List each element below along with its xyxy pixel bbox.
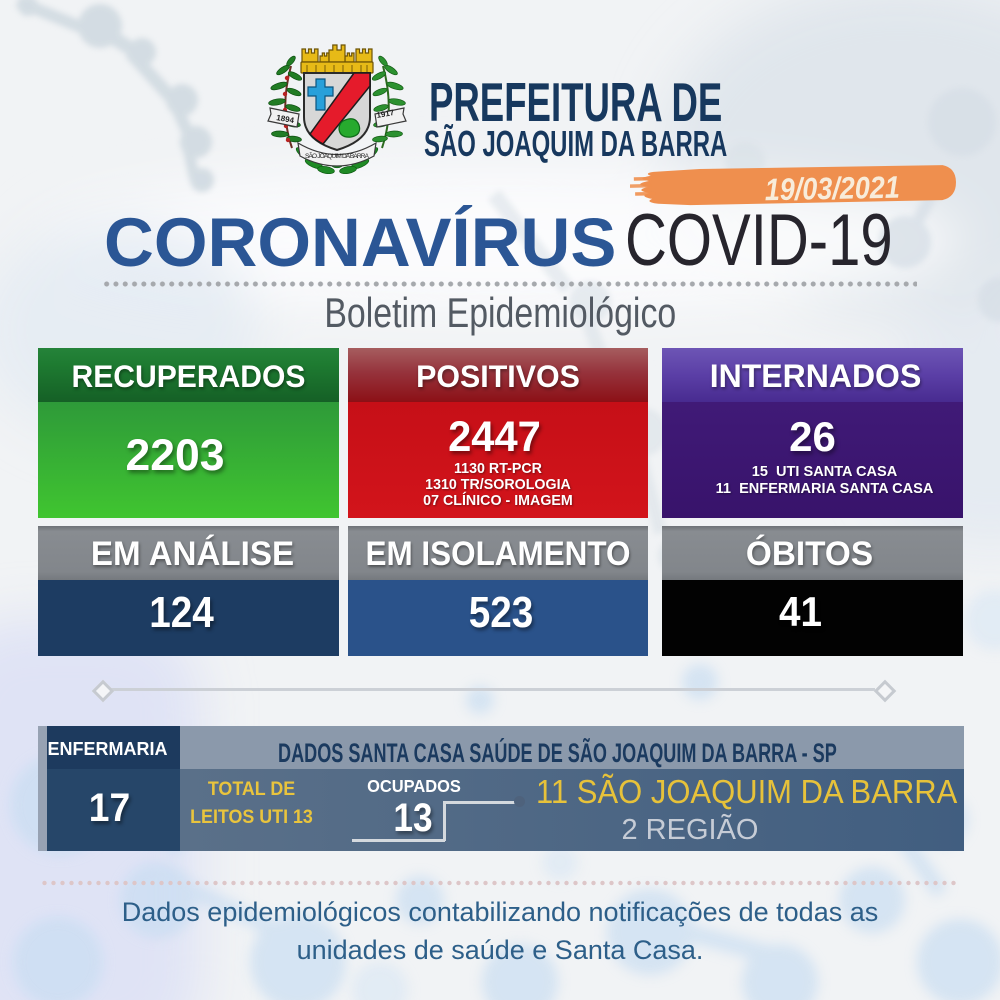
svg-text:SÃO JOAQUIM DA BARRA: SÃO JOAQUIM DA BARRA (305, 151, 370, 160)
svg-text:1917: 1917 (376, 108, 396, 120)
svg-text:1894: 1894 (276, 113, 296, 125)
